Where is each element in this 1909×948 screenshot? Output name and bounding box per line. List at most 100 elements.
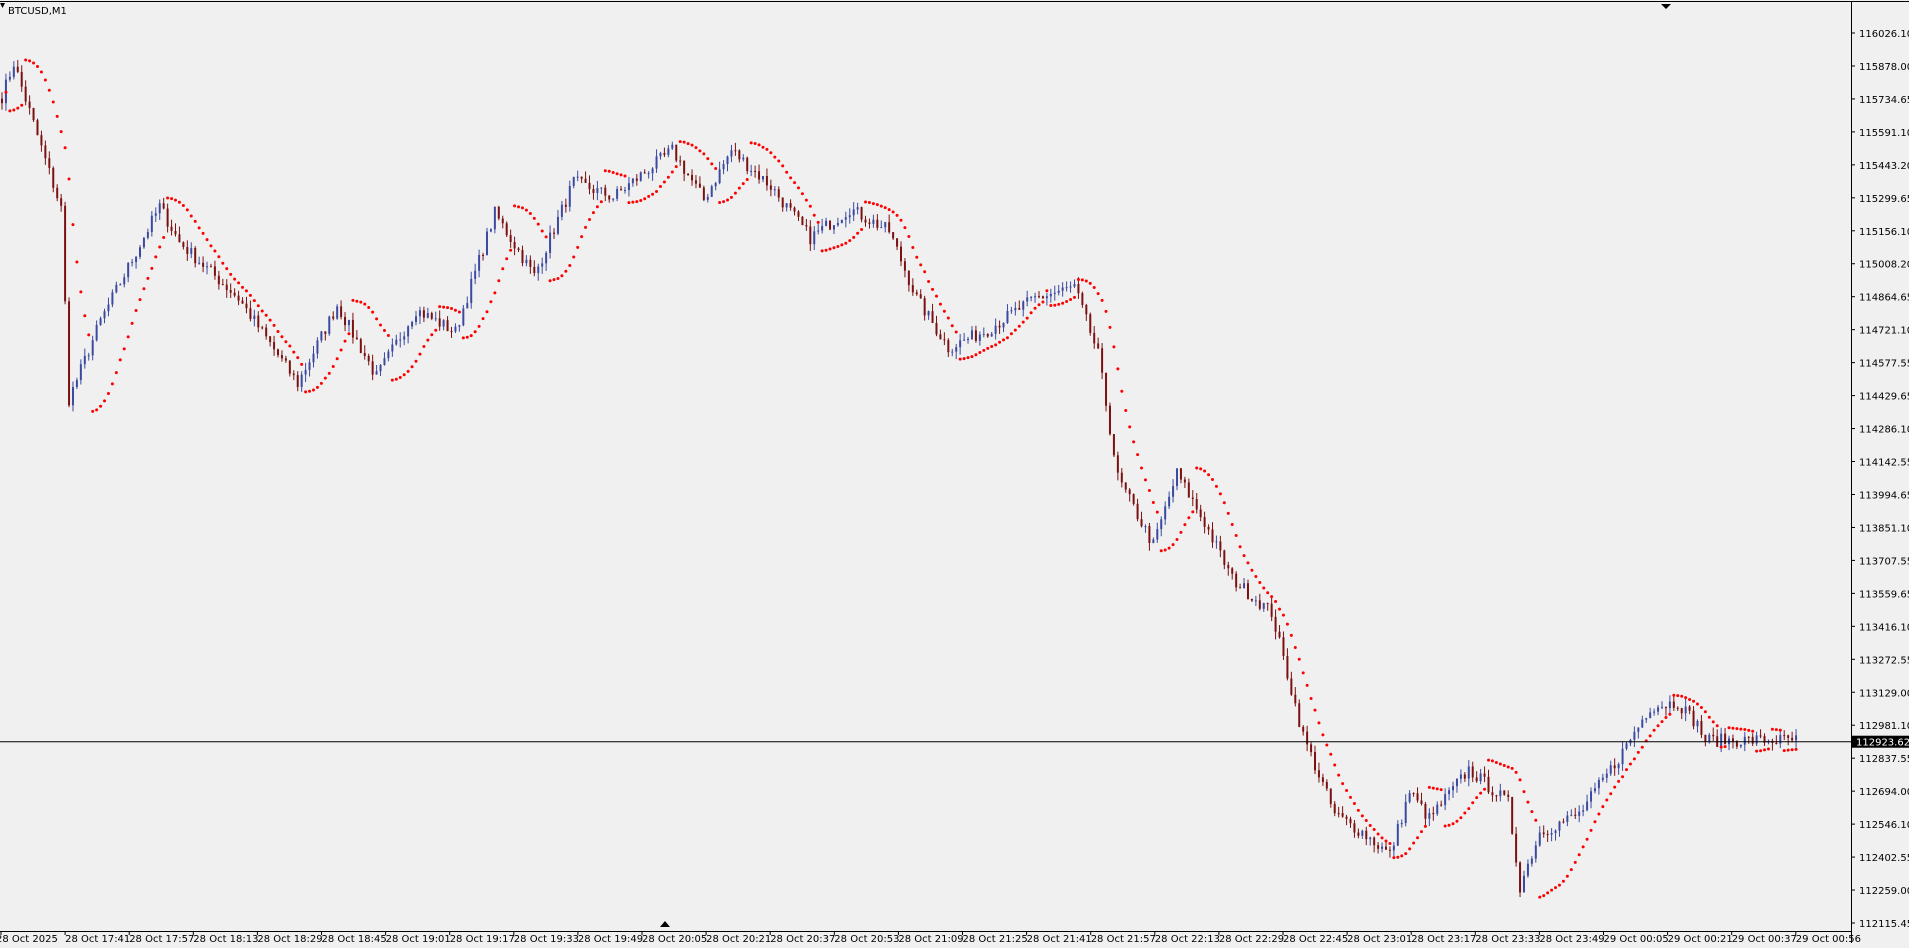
candle-body xyxy=(355,337,358,340)
sar-dot xyxy=(1116,367,1120,371)
sar-dot xyxy=(931,287,935,291)
y-tick-label: 113272.55 xyxy=(1859,655,1909,666)
candle-body xyxy=(375,371,378,375)
sar-dot xyxy=(867,201,871,205)
candle-body xyxy=(1128,489,1131,495)
candle-body xyxy=(683,160,686,174)
sar-dot xyxy=(1289,633,1293,637)
sar-dot xyxy=(804,198,808,202)
candle-body xyxy=(892,232,895,239)
sar-dot xyxy=(1475,796,1479,800)
candle-body xyxy=(1747,736,1750,738)
sar-dot xyxy=(118,358,122,362)
candle-body xyxy=(320,331,323,341)
y-tick-label: 112402.55 xyxy=(1859,853,1909,864)
sar-dot xyxy=(966,356,970,360)
candle-body xyxy=(1148,526,1151,543)
candle-body xyxy=(1061,287,1064,291)
sar-dot xyxy=(1561,879,1565,883)
sar-dot xyxy=(836,245,840,249)
sar-dot xyxy=(879,204,883,208)
sar-dot xyxy=(1660,720,1664,724)
candle-body xyxy=(876,219,879,228)
sar-dot xyxy=(217,255,221,259)
candle-body xyxy=(123,277,126,285)
sar-dot xyxy=(1786,748,1790,752)
candle-body xyxy=(718,169,721,184)
candle-body xyxy=(1625,743,1628,749)
candle-body xyxy=(1475,777,1478,782)
sar-dot xyxy=(1337,773,1341,777)
candle-body xyxy=(83,355,86,365)
sar-dot xyxy=(1774,728,1778,732)
y-tick-label: 116026.10 xyxy=(1859,29,1909,40)
candle-body xyxy=(844,217,847,220)
candle-body xyxy=(592,189,595,193)
current-price-label: 112923.62 xyxy=(1856,738,1909,749)
sar-dot xyxy=(1408,847,1412,851)
sar-dot xyxy=(457,310,461,314)
candle-body xyxy=(1250,598,1253,601)
sar-dot xyxy=(138,298,142,302)
sar-dot xyxy=(1577,853,1581,857)
candle-body xyxy=(395,339,398,345)
candle-body xyxy=(1172,486,1175,497)
candle-body xyxy=(1108,405,1111,435)
sar-dot xyxy=(1195,466,1199,470)
sar-dot xyxy=(1230,523,1234,527)
candle-body xyxy=(1120,472,1123,483)
candle-body xyxy=(450,331,453,333)
candle-body xyxy=(1467,766,1470,779)
chart-menu-arrow-icon[interactable] xyxy=(0,3,5,8)
x-tick-label: 28 Oct 20:05 xyxy=(642,934,707,943)
sar-dot xyxy=(1487,758,1491,762)
candle-body xyxy=(75,380,78,388)
candle-body xyxy=(1739,744,1742,747)
sar-dot xyxy=(1522,790,1526,794)
sar-dot xyxy=(576,245,580,249)
sar-dot xyxy=(241,285,245,289)
candle-body xyxy=(777,189,780,198)
sar-dot xyxy=(1759,749,1763,753)
sar-dot xyxy=(1333,763,1337,767)
candle-body xyxy=(1203,517,1206,527)
candle-body xyxy=(1365,830,1368,840)
sar-dot xyxy=(631,200,635,204)
sar-dot xyxy=(1467,807,1471,811)
sar-dot xyxy=(1471,801,1475,805)
sar-dot xyxy=(737,186,741,190)
candle-body xyxy=(1660,706,1663,708)
x-tick-label: 28 Oct 19:01 xyxy=(386,934,451,943)
sar-dot xyxy=(177,200,181,204)
sar-dot xyxy=(714,166,718,170)
candle-body xyxy=(387,351,390,359)
candle-body xyxy=(142,237,145,248)
scroll-marker-icon[interactable] xyxy=(660,921,670,927)
sar-dot xyxy=(1069,298,1073,302)
sar-dot xyxy=(1392,856,1396,860)
shift-marker-icon[interactable] xyxy=(1661,4,1671,9)
sar-dot xyxy=(800,192,804,196)
sar-dot xyxy=(934,294,938,298)
sar-dot xyxy=(678,140,682,144)
sar-dot xyxy=(599,200,603,204)
sar-dot xyxy=(197,226,201,230)
candle-body xyxy=(1065,287,1068,289)
candle-body xyxy=(1566,815,1569,822)
candle-body xyxy=(1597,780,1600,789)
sar-dot xyxy=(1770,727,1774,731)
candle-body xyxy=(919,294,922,299)
sar-dot xyxy=(1345,788,1349,792)
y-tick-label: 112115.45 xyxy=(1859,919,1909,930)
candle-body xyxy=(1645,718,1648,720)
sar-dot xyxy=(1096,292,1100,296)
candle-body xyxy=(821,226,824,231)
candle-body xyxy=(604,187,607,196)
candle-body xyxy=(150,215,153,233)
sar-dot xyxy=(1589,828,1593,832)
candle-body xyxy=(1609,765,1612,774)
sar-dot xyxy=(1092,286,1096,290)
